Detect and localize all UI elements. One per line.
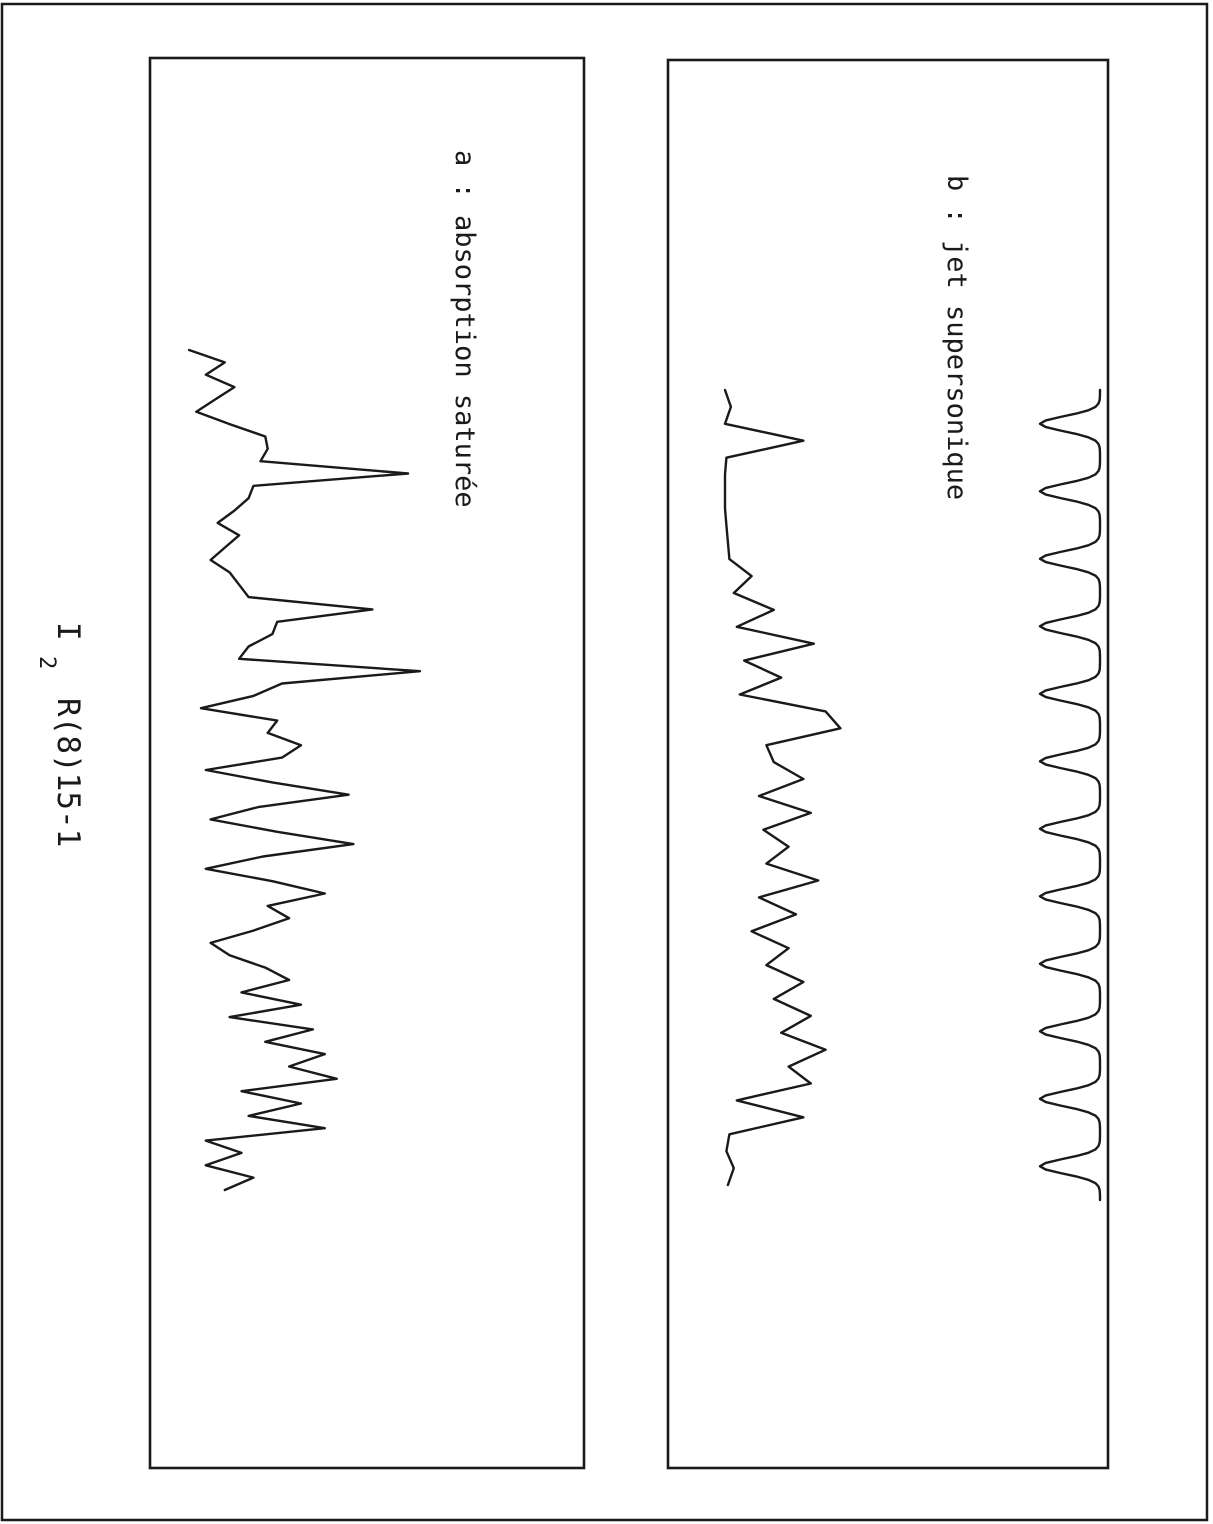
panel-b-frame <box>666 58 1110 1470</box>
panel-b-trace-group <box>723 388 842 1187</box>
caption-subscript: 2 <box>34 656 59 669</box>
panel-b-reference-fringes-line <box>1038 388 1102 1202</box>
panel-b-spectrum-line <box>723 388 842 1187</box>
panel-b-reference-group <box>1038 388 1102 1202</box>
caption-transition: R(8)15-1 <box>50 698 86 847</box>
panel-a-label: a : absorption saturée <box>449 150 480 508</box>
panel-a-spectrum-line <box>187 348 422 1192</box>
panel-a: a : absorption saturée <box>148 56 586 1470</box>
panel-a-trace-group <box>187 348 422 1192</box>
panel-a-frame <box>148 56 586 1470</box>
figure-caption: I 2 R(8)15-1 <box>34 622 86 847</box>
caption-molecule: I <box>50 622 86 641</box>
panel-b-label: b : jet supersonique <box>941 175 972 500</box>
panel-b: b : jet supersonique <box>666 58 1110 1470</box>
